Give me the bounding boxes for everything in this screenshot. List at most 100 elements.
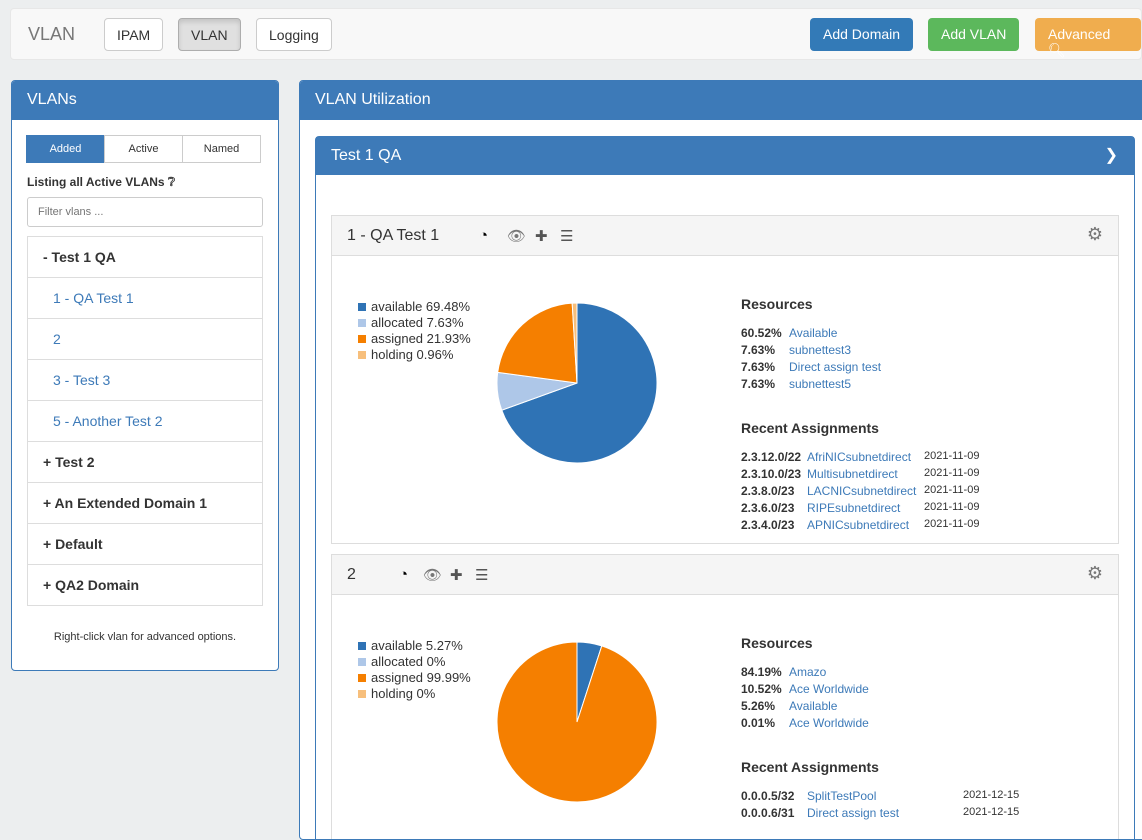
gear-icon[interactable]: ⚙︎: [1086, 563, 1103, 583]
assignment-link[interactable]: Direct assign test: [807, 806, 900, 820]
legend-label: holding 0%: [371, 686, 436, 701]
nav-ipam[interactable]: IPAM: [104, 18, 164, 51]
add-domain-button[interactable]: Add Domain: [810, 18, 914, 51]
vlan-name: 1 - QA Test 1: [347, 227, 440, 244]
resource-link[interactable]: subnettest3: [789, 343, 852, 357]
assignment-date: 2021-11-09: [924, 450, 980, 462]
assignment-row: 2.3.4.0/23 APNICsubnetdirect 2021-11-09: [741, 518, 979, 535]
chevron-down-icon[interactable]: ❯︎: [1104, 147, 1118, 164]
search-icon: 🔍︎: [1048, 42, 1066, 58]
legend-swatch: [358, 303, 366, 311]
assignment-link[interactable]: LACNICsubnetdirect: [807, 484, 917, 498]
legend-item: allocated 0%: [358, 654, 471, 670]
pie-slice-available[interactable]: [501, 302, 658, 464]
vlan-card-header: 2 ◔ 👁︎ ✚ ☰ ⚙︎: [332, 555, 1118, 595]
legend-swatch: [358, 674, 366, 682]
legend-item: holding 0.96%: [358, 347, 471, 363]
assignment-row: 0.0.0.6/31 Direct assign test 2021-12-15: [741, 806, 1019, 823]
resource-percent: 0.01%: [741, 716, 776, 730]
vlan-item[interactable]: 2: [27, 318, 263, 360]
filter-active[interactable]: Active: [104, 135, 183, 163]
assignment-cidr: 2.3.12.0/22: [741, 450, 802, 464]
pie-legend: available 69.48% allocated 7.63% assigned …: [358, 299, 471, 363]
domain-header[interactable]: Test 1 QA ❯︎: [316, 137, 1134, 175]
resource-link[interactable]: Available: [789, 326, 838, 340]
assignment-row: 2.3.6.0/23 RIPEsubnetdirect 2021-11-09: [741, 501, 979, 518]
legend-label: allocated 0%: [371, 654, 446, 669]
assignment-link[interactable]: RIPEsubnetdirect: [807, 501, 901, 515]
resource-link[interactable]: Ace Worldwide: [789, 716, 869, 730]
resource-link[interactable]: Available: [789, 699, 838, 713]
top-navbar: VLAN IPAM VLAN Logging Add Domain Add VL…: [10, 8, 1142, 60]
pie-chart-icon[interactable]: ◔: [479, 227, 489, 244]
domain-item[interactable]: + An Extended Domain 1: [27, 482, 263, 524]
legend-swatch: [358, 642, 366, 650]
resource-percent: 7.63%: [741, 377, 776, 391]
legend-swatch: [358, 351, 366, 359]
vlan-utilization-panel: VLAN Utilization Test 1 QA ❯︎ 1 - QA Test…: [299, 80, 1142, 840]
assignment-link[interactable]: SplitTestPool: [807, 789, 877, 803]
assignment-link[interactable]: AfriNICsubnetdirect: [807, 450, 912, 464]
filter-named[interactable]: Named: [182, 135, 261, 163]
resource-row: 60.52% Available: [741, 326, 916, 343]
assignment-link[interactable]: APNICsubnetdirect: [807, 518, 910, 532]
legend-item: assigned 21.93%: [358, 331, 471, 347]
vlan-card: 1 - QA Test 1 ◔ 👁︎ ✚ ☰ ⚙︎ available 69.4…: [331, 215, 1119, 544]
pie-slice-holding[interactable]: [571, 302, 578, 384]
vlan-item[interactable]: 3 - Test 3: [27, 359, 263, 401]
resource-percent: 7.63%: [741, 343, 776, 357]
assignment-date: 2021-12-15: [963, 806, 1020, 818]
vlan-item[interactable]: 1 - QA Test 1: [27, 277, 263, 319]
vlan-tree: - Test 1 QA 1 - QA Test 1 2 3 - Test 3 5…: [27, 236, 263, 606]
resource-row: 10.52% Ace Worldwide: [741, 682, 899, 699]
nav-vlan[interactable]: VLAN: [178, 18, 241, 51]
add-vlan-button[interactable]: Add VLAN: [928, 18, 1020, 51]
listing-text: Listing all Active VLANs: [27, 175, 165, 189]
assignment-link[interactable]: Multisubnetdirect: [807, 467, 898, 481]
assignment-cidr: 0.0.0.6/31: [741, 806, 795, 820]
filter-added[interactable]: Added: [26, 135, 105, 163]
legend-label: available 5.27%: [371, 638, 463, 653]
eye-icon[interactable]: 👁︎: [423, 567, 443, 584]
list-icon[interactable]: ☰: [560, 228, 574, 245]
resource-link[interactable]: Ace Worldwide: [789, 682, 869, 696]
resources-section: Resources 84.19% Amazo 10.52% Ace Worldwide 5…: [741, 635, 1019, 823]
filter-vlans-input[interactable]: [27, 197, 263, 227]
legend-swatch: [358, 335, 366, 343]
assignment-row: 2.3.12.0/22 AfriNICsubnetdirect 2021-11-09: [741, 450, 979, 467]
nav-logging[interactable]: Logging: [256, 18, 332, 51]
resource-link[interactable]: subnettest5: [789, 377, 852, 391]
gear-icon[interactable]: ⚙︎: [1086, 224, 1103, 244]
pie-chart-icon[interactable]: ◔: [399, 566, 409, 583]
plus-icon[interactable]: ✚: [535, 228, 548, 245]
legend-label: assigned 21.93%: [371, 331, 471, 346]
resource-link[interactable]: Amazo: [789, 665, 827, 679]
plus-icon[interactable]: ✚: [450, 567, 463, 584]
resource-row: 7.63% subnettest5: [741, 377, 916, 394]
pie-slice-assigned[interactable]: [497, 302, 578, 384]
resource-row: 0.01% Ace Worldwide: [741, 716, 899, 733]
domain-item[interactable]: + Test 2: [27, 441, 263, 483]
resource-percent: 10.52%: [741, 682, 782, 696]
resource-row: 7.63% subnettest3: [741, 343, 916, 360]
resource-link[interactable]: Direct assign test: [789, 360, 882, 374]
domain-item[interactable]: + QA2 Domain: [27, 564, 263, 606]
vlans-title: VLANs: [12, 81, 278, 120]
vlan-item[interactable]: 5 - Another Test 2: [27, 400, 263, 442]
resource-percent: 7.63%: [741, 360, 776, 374]
pie-legend: available 5.27% allocated 0% assigned 99.9…: [358, 638, 471, 702]
list-icon[interactable]: ☰: [475, 567, 489, 584]
pie-slice-assigned[interactable]: [496, 641, 658, 803]
help-icon[interactable]: ❔︎: [167, 175, 176, 189]
assignment-cidr: 2.3.10.0/23: [741, 467, 802, 481]
legend-label: available 69.48%: [371, 299, 471, 314]
domain-item[interactable]: - Test 1 QA: [27, 236, 263, 278]
domain-item[interactable]: + Default: [27, 523, 263, 565]
assignment-row: 2.3.10.0/23 Multisubnetdirect 2021-11-09: [741, 467, 979, 484]
advanced-button[interactable]: Advanced 🔍︎: [1035, 18, 1141, 58]
assignment-cidr: 0.0.0.5/32: [741, 789, 795, 803]
legend-item: assigned 99.99%: [358, 670, 471, 686]
resource-row: 84.19% Amazo: [741, 665, 899, 682]
eye-icon[interactable]: 👁︎: [507, 228, 527, 245]
assignment-date: 2021-12-15: [963, 789, 1020, 801]
